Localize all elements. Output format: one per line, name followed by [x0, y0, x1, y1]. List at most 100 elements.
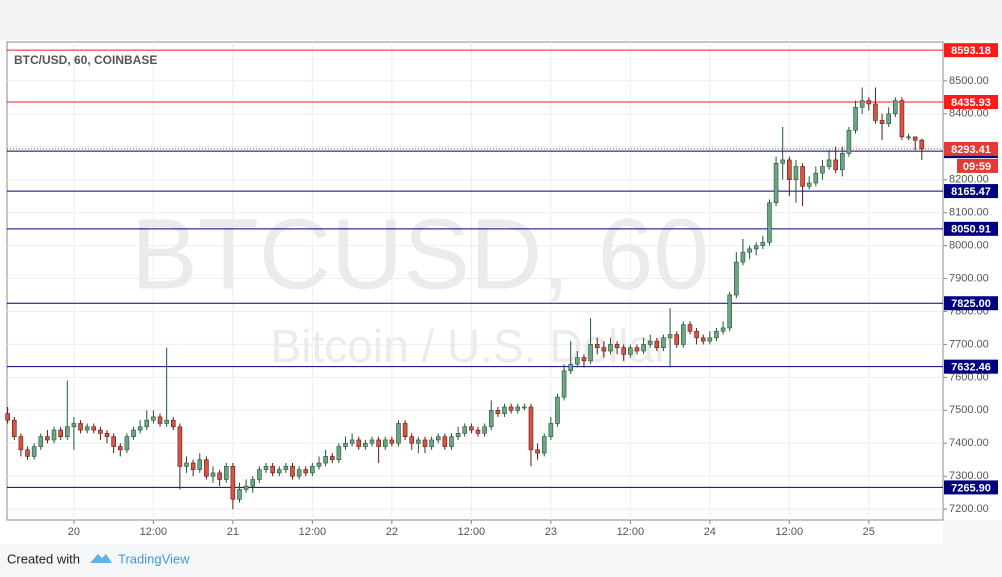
watermark-subtitle: Bitcoin / U.S. Dollar: [271, 320, 670, 372]
x-tick-label: 12:00: [299, 526, 327, 538]
candle-body: [912, 136, 918, 141]
candle-body: [58, 429, 63, 437]
y-tick-label: 7400.00: [949, 437, 989, 449]
candle-body: [343, 442, 348, 447]
candle-body: [389, 439, 395, 444]
candle-body: [628, 347, 633, 355]
axis-labels: 7200.00 7300.00 7400.00 7500.00 7600.00 7700.…: [68, 43, 998, 538]
candle-body: [276, 469, 282, 474]
candle-body: [667, 334, 673, 339]
candle-body: [800, 166, 805, 187]
candle-body: [740, 251, 746, 263]
candle-body: [469, 426, 474, 431]
level-label: 8435.93: [951, 97, 991, 109]
levels: [7, 49, 943, 488]
candle-body: [899, 100, 905, 138]
candle-body: [98, 429, 103, 434]
y-tick-label: 7200.00: [949, 503, 989, 515]
candle-body: [64, 426, 70, 437]
candle-body: [190, 462, 196, 470]
candle-body: [747, 248, 752, 253]
x-tick-label: 12:00: [617, 526, 645, 538]
candle-body: [773, 162, 779, 204]
candle-body: [283, 466, 289, 470]
candle-body: [131, 429, 136, 437]
candle-body: [78, 423, 83, 431]
x-tick-label: 23: [545, 526, 557, 538]
candle-body: [455, 433, 461, 437]
tradingview-logo: [90, 554, 112, 563]
candle-body: [495, 410, 501, 414]
candle-body: [753, 245, 759, 250]
y-tick-label: 7600.00: [949, 371, 989, 383]
candle-body: [243, 485, 249, 490]
level-label-box: [944, 94, 998, 109]
y-tick-label: 8000.00: [949, 239, 989, 251]
candle-body: [376, 439, 381, 447]
candle-body: [422, 439, 428, 447]
candle-body: [727, 294, 732, 329]
countdown: 09:59: [963, 161, 991, 173]
x-tick-label: 22: [386, 526, 398, 538]
candle-body: [157, 416, 163, 424]
candle-body: [31, 446, 37, 457]
candle-body: [654, 340, 660, 349]
candle-body: [71, 423, 77, 428]
candle-body: [329, 456, 335, 461]
countdown-box: [957, 158, 998, 173]
candle-body: [826, 159, 832, 167]
candle-body: [25, 449, 30, 457]
candle-body: [608, 344, 613, 352]
candle-body: [714, 330, 719, 339]
candle-body: [204, 459, 209, 477]
plot-area: [6, 41, 944, 521]
candle-body: [442, 436, 448, 447]
x-tick-label: 21: [227, 526, 239, 538]
candle-body: [621, 347, 627, 355]
candle-body: [91, 426, 97, 431]
level-label-box: [944, 221, 998, 236]
candle-body: [482, 426, 487, 434]
candle-body: [323, 456, 328, 464]
top-bar: [0, 0, 1002, 40]
candle-body: [674, 334, 679, 345]
level-label-box: [944, 359, 998, 374]
level-label: 7265.90: [951, 482, 991, 494]
candle-body: [197, 459, 203, 470]
watermark: BTCUSD, 60: [131, 198, 709, 310]
candle-body: [369, 439, 375, 444]
candle-body: [787, 159, 792, 181]
candle-body: [866, 100, 872, 105]
y-tick-label: 8400.00: [949, 108, 989, 120]
symbol-label: BTC/USD, 60, COINBASE: [14, 53, 157, 67]
y-tick-label: 8200.00: [949, 174, 989, 186]
candle-body: [402, 423, 408, 437]
candle-body: [124, 436, 130, 451]
candle-body: [528, 406, 534, 451]
candle-body: [416, 439, 421, 444]
candle-body: [806, 182, 812, 187]
candle-body: [687, 324, 693, 332]
candle-body: [409, 436, 415, 444]
level-label: 8593.18: [951, 45, 991, 57]
candle-body: [681, 324, 686, 345]
x-tick-label: 12:00: [776, 526, 804, 538]
grid: [7, 42, 943, 520]
candle-body: [541, 436, 547, 454]
candle-body: [250, 479, 256, 487]
x-tick-label: 25: [863, 526, 875, 538]
candle-body: [382, 439, 388, 447]
candle-body: [11, 419, 17, 437]
candle-body: [760, 241, 766, 246]
footer-brand[interactable]: TradingView: [118, 551, 190, 566]
candle-body: [568, 363, 574, 372]
y-tick-label: 8100.00: [949, 207, 989, 219]
candle-body: [515, 406, 521, 411]
last-price-label-box: [944, 141, 998, 156]
candle-body: [144, 419, 150, 428]
x-tick-label: 12:00: [140, 526, 168, 538]
candle-body: [164, 419, 169, 424]
candle-body: [879, 120, 885, 124]
